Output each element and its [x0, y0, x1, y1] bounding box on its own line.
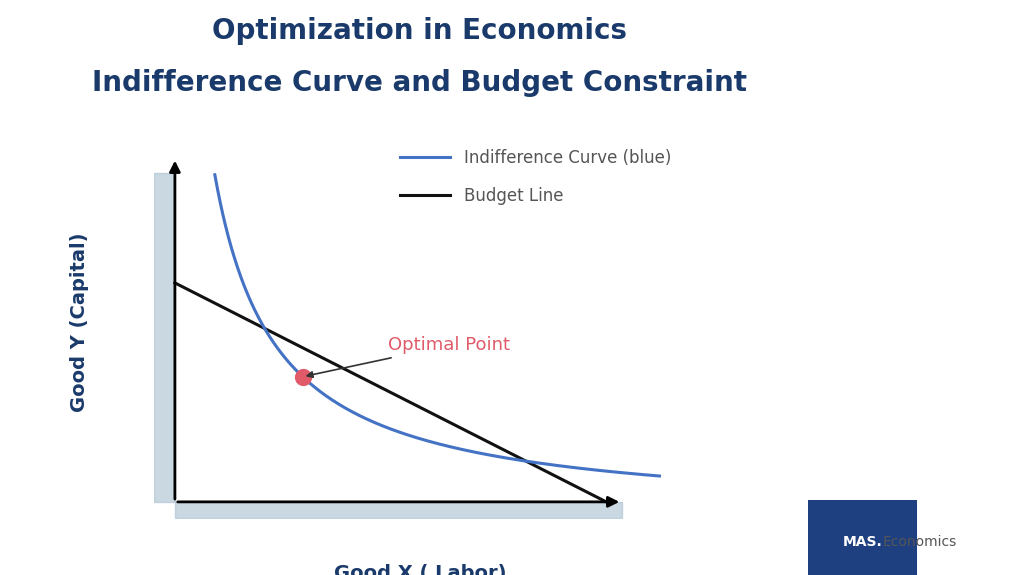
Text: Economics: Economics: [883, 535, 957, 549]
Legend: Indifference Curve (blue), Budget Line: Indifference Curve (blue), Budget Line: [393, 143, 678, 212]
Text: Optimal Point: Optimal Point: [307, 336, 510, 377]
Text: Indifference Curve and Budget Constraint: Indifference Curve and Budget Constraint: [92, 69, 748, 97]
Text: MAS.: MAS.: [843, 535, 883, 549]
Point: [295, 372, 311, 381]
Text: Optimization in Economics: Optimization in Economics: [212, 17, 628, 45]
Text: Good X ( Labor): Good X ( Labor): [334, 565, 506, 575]
Text: Good Y (Capital): Good Y (Capital): [70, 232, 88, 412]
